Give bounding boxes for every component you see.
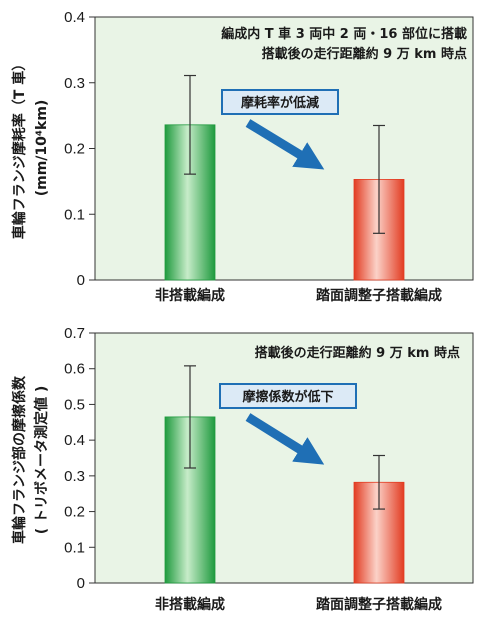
- chart-bottom: 0 0.1 0.2 0.3 0.4 0.5 0.6 0.7 搭載後の走行距離約 9 万 km …: [11, 325, 474, 613]
- category-label-bottom-1: 非搭載編成: [155, 596, 225, 613]
- y-axis-label-bottom: 車輪フランジ部の摩擦係数: [11, 375, 28, 544]
- y-tick-label: 0.2: [64, 141, 85, 158]
- arrow-top: [245, 119, 325, 170]
- y-tick-label: 0: [77, 575, 85, 592]
- callout-text-bottom: 摩擦係数が低下: [242, 389, 333, 405]
- y-tick-label: 0.4: [64, 432, 85, 449]
- y-axis-unit-bottom: ( トリボメータ測定値 ): [33, 386, 50, 535]
- y-tick-label: 0.5: [64, 396, 85, 413]
- y-tick-label: 0.1: [64, 206, 85, 223]
- annotation-top-2: 搭載後の走行距離約 9 万 km 時点: [262, 46, 467, 62]
- bar-top-1: [164, 124, 216, 281]
- y-axis-unit-top: (mm/10⁴km): [34, 100, 50, 197]
- annotation-top-1: 編成内 T 車 3 両中 2 両・16 部位に搭載: [221, 26, 467, 42]
- callout-box-top: [221, 89, 339, 115]
- y-tick-label: 0.3: [64, 468, 85, 485]
- chart-top: 00.10.20.30.4 編成内 T 車 3 両中 2 両・16 部位に搭載 …: [11, 9, 474, 304]
- category-label-top-1: 非搭載編成: [155, 287, 225, 304]
- y-tick-label: 0.6: [64, 361, 85, 378]
- y-tick-label: 0.4: [64, 9, 85, 26]
- plot-area-bottom: [94, 332, 474, 584]
- y-tick-label: 0: [77, 272, 85, 289]
- y-tick-label: 0.7: [64, 325, 85, 342]
- y-tick-label: 0.3: [64, 75, 85, 92]
- arrow-bottom: [245, 413, 325, 465]
- y-tick-label: 0.2: [64, 504, 85, 521]
- callout-text-top: 摩耗率が低減: [241, 95, 319, 111]
- annotation-bottom-1: 搭載後の走行距離約 9 万 km 時点: [255, 345, 460, 361]
- y-axis-label-top: 車輪フランジ摩耗率（T 車）: [11, 57, 28, 239]
- category-label-top-2: 踏面調整子搭載編成: [316, 287, 442, 304]
- callout-box-bottom: [219, 383, 357, 409]
- y-tick-label: 0.1: [64, 539, 85, 556]
- category-label-bottom-2: 踏面調整子搭載編成: [316, 596, 442, 613]
